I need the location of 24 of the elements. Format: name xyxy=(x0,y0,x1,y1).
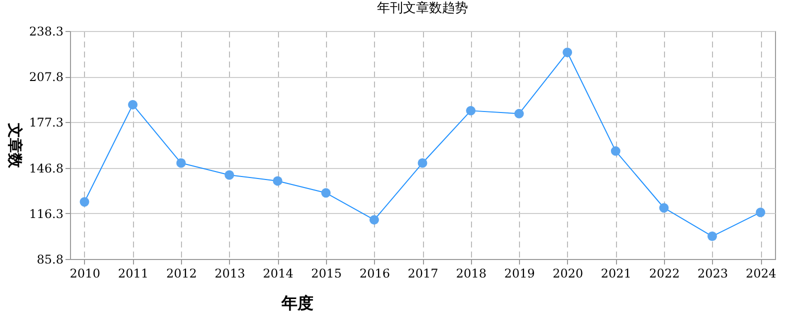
x-tick-label: 2024 xyxy=(746,266,777,280)
chart-title: 年刊文章数趋势 xyxy=(377,1,468,16)
x-tick-label: 2021 xyxy=(600,266,632,280)
x-tick-label: 2020 xyxy=(552,266,584,280)
x-tick-label: 2016 xyxy=(359,266,390,280)
y-tick-label: 146.8 xyxy=(29,161,64,176)
y-tick-label: 177.3 xyxy=(29,116,64,130)
x-tick-label: 2017 xyxy=(408,266,438,280)
x-tick-label: 2018 xyxy=(456,266,487,280)
y-tick-label: 85.8 xyxy=(36,252,64,266)
y-axis-title: 文章数 xyxy=(6,122,24,169)
y-tick-label: 207.8 xyxy=(29,70,64,84)
y-tick-label: 116.3 xyxy=(29,206,64,221)
x-tick-label: 2015 xyxy=(311,266,342,280)
x-tick-label: 2023 xyxy=(697,266,728,280)
x-tick-label: 2011 xyxy=(118,266,149,280)
x-tick-label: 2010 xyxy=(70,266,100,280)
x-tick-label: 2019 xyxy=(504,266,535,280)
x-tick-label: 2022 xyxy=(649,266,680,280)
y-tick-label: 238.3 xyxy=(29,24,64,38)
x-axis-title: 年度 xyxy=(280,294,314,312)
x-tick-label: 2014 xyxy=(262,266,294,280)
x-tick-label: 2012 xyxy=(166,266,197,280)
x-tick-label: 2013 xyxy=(214,266,246,280)
